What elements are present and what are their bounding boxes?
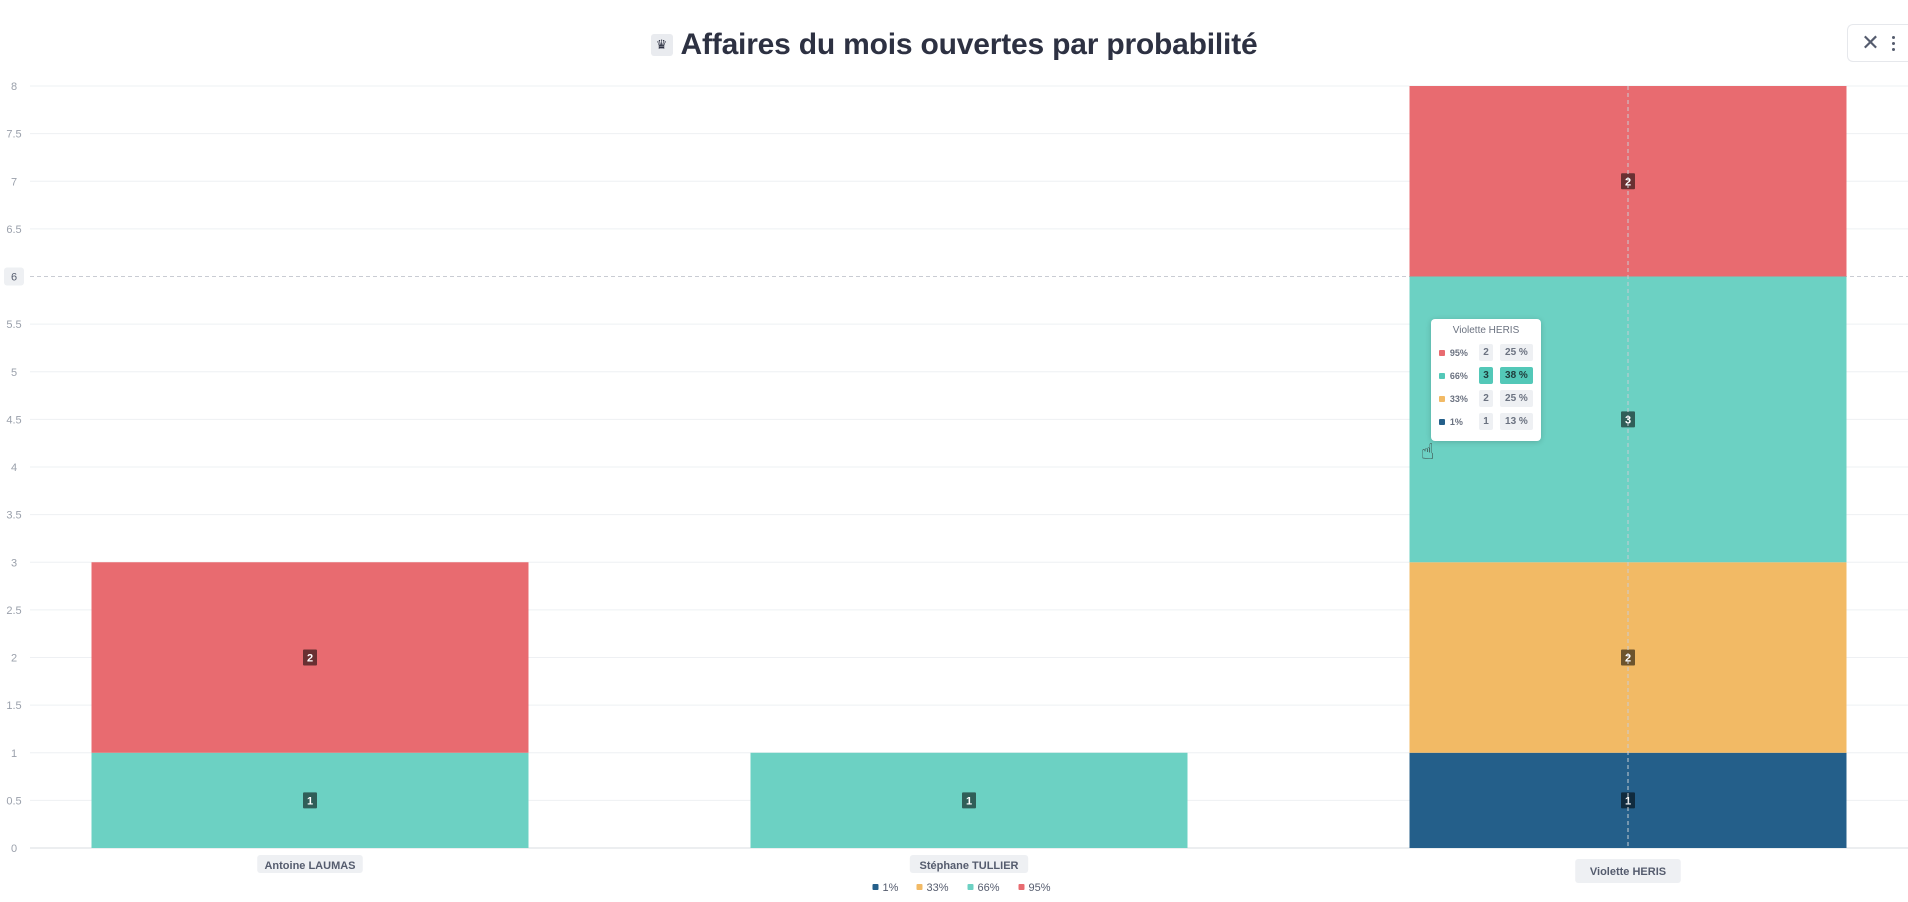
chart-header: ♛ Affaires du mois ouvertes par probabil… — [0, 28, 1908, 62]
y-tick-label: 4 — [11, 462, 17, 474]
tooltip-row-label: 66% — [1449, 370, 1468, 381]
tooltip-swatch — [1439, 349, 1445, 356]
tooltip-row-label: 1% — [1449, 416, 1463, 427]
bar-value-label: 2 — [1625, 653, 1631, 665]
legend-label: 66% — [978, 882, 1000, 894]
y-tick-label: 2 — [11, 653, 17, 665]
tooltip-row: 95% 2 25 % — [1439, 341, 1533, 364]
bar-value-label: 1 — [307, 795, 313, 807]
x-tick-label: Violette HERIS — [1590, 866, 1666, 878]
chart-title: Affaires du mois ouvertes par probabilit… — [680, 28, 1258, 61]
more-vertical-icon[interactable] — [1891, 35, 1895, 51]
bar-value-label-bg — [1621, 649, 1635, 666]
legend-label: 33% — [927, 882, 949, 894]
y-tick-label: 0.5 — [6, 795, 21, 807]
tooltip-row-count: 2 — [1479, 344, 1493, 361]
x-tick-label: Antoine LAUMAS — [264, 860, 355, 872]
tooltip-swatch — [1439, 395, 1445, 402]
y-tick-label: 8 — [11, 81, 17, 93]
y-tick-highlight-bg — [4, 267, 24, 286]
bar-value-label-bg — [1621, 173, 1635, 190]
tooltip-row-count: 2 — [1479, 390, 1493, 407]
bar-value-label-bg — [303, 649, 317, 666]
bar-value-label-bg — [1621, 411, 1635, 428]
legend-swatch — [872, 884, 879, 890]
tooltip-swatch — [1439, 372, 1445, 379]
y-tick-label: 5.5 — [6, 319, 21, 331]
tooltip-swatch — [1439, 418, 1445, 425]
tooltip-row: 66% 3 38 % — [1439, 364, 1533, 387]
y-tick-label: 1.5 — [6, 700, 21, 712]
legend-swatch — [916, 884, 923, 890]
bar-value-label: 1 — [966, 795, 972, 807]
x-tick-label-bg — [909, 855, 1029, 873]
tooltip-row-percent: 38 % — [1499, 367, 1533, 384]
legend-label: 1% — [883, 882, 899, 894]
bar-value-label-bg — [303, 792, 317, 809]
x-tick-label-bg — [257, 855, 363, 873]
bar-value-label: 2 — [1625, 176, 1631, 188]
tooltip-row-label: 95% — [1449, 347, 1468, 358]
tooltip-row-count: 1 — [1479, 413, 1493, 430]
tooltip-row-count: 3 — [1479, 367, 1493, 384]
hand-cursor-icon: ☝ — [1421, 439, 1435, 464]
tooltip-row-percent: 25 % — [1499, 344, 1533, 361]
y-tick-label: 3 — [11, 557, 17, 569]
y-tick-label: 4.5 — [6, 414, 21, 426]
bar-value-label: 2 — [307, 653, 313, 665]
y-tick-label: 5 — [11, 367, 17, 379]
bar-value-label: 3 — [1625, 414, 1631, 426]
x-tick-label-bg — [1575, 859, 1681, 883]
y-tick-label: 0 — [11, 843, 17, 855]
y-tick-label: 7.5 — [6, 129, 21, 141]
tooltip-row-percent: 13 % — [1499, 413, 1533, 430]
legend-swatch — [1018, 884, 1025, 890]
tooltip-title: Violette HERIS — [1452, 325, 1520, 336]
tooltip-row: 1% 1 13 % — [1439, 410, 1533, 433]
y-tick-label: 6 — [11, 272, 17, 284]
tooltip-row-label: 33% — [1449, 393, 1468, 404]
bar-value-label-bg — [962, 792, 976, 809]
y-tick-label: 3.5 — [6, 510, 21, 522]
y-tick-label: 1 — [11, 748, 17, 760]
y-tick-label: 2.5 — [6, 605, 21, 617]
close-icon[interactable]: ✕ — [1861, 30, 1880, 55]
legend-swatch — [967, 884, 974, 890]
tooltip-row: 33% 2 25 % — [1439, 387, 1533, 410]
crown-icon: ♛ — [650, 34, 673, 56]
tooltip-row-percent: 25 % — [1499, 390, 1533, 407]
legend-label: 95% — [1029, 882, 1051, 894]
x-tick-label: Stéphane TULLIER — [919, 860, 1018, 872]
top-controls: ✕ — [1847, 24, 1908, 62]
y-tick-label: 6.5 — [6, 224, 21, 236]
y-tick-label: 7 — [11, 176, 17, 188]
tooltip: Violette HERIS 95% 2 25 % 66% 3 38 % 33% 2 25 % 1… — [1431, 319, 1541, 441]
